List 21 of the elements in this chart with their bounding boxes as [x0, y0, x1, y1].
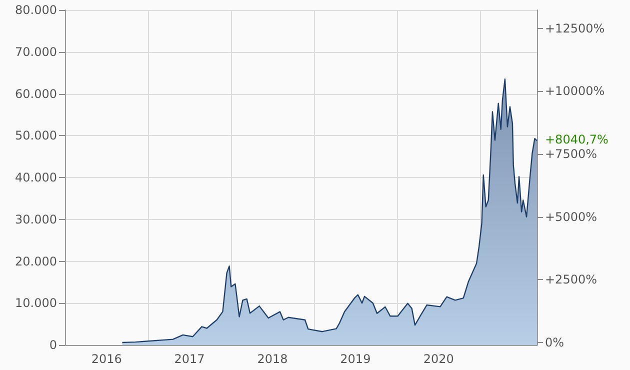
x-tick-label: 2018: [257, 352, 288, 366]
y2-tick-label: 0%: [545, 335, 564, 350]
y-tick-label: 40.000: [15, 170, 57, 184]
annotation: +8040,7%: [545, 132, 608, 147]
y-tick-label: 50.000: [15, 128, 57, 143]
y-tick-label: 20.000: [15, 254, 57, 268]
x-tick-label: 2017: [174, 352, 205, 366]
x-tick-label: 2020: [423, 352, 454, 366]
x-tick-label: 2019: [340, 352, 371, 366]
y-tick-label: 60.000: [15, 86, 57, 101]
y-tick-label: 70.000: [15, 44, 57, 59]
y2-tick-label: +12500%: [545, 21, 605, 36]
y2-tick-label: +5000%: [545, 210, 597, 224]
x-tick-label: 2016: [91, 352, 122, 366]
y2-tick-label: +7500%: [545, 147, 597, 162]
y-tick-label: 80.000: [15, 3, 57, 17]
y-tick-label: 0: [49, 338, 57, 352]
y-tick-label: 10.000: [15, 296, 57, 310]
y2-tick-label: +2500%: [545, 272, 597, 287]
y2-tick-label: +10000%: [545, 84, 605, 98]
y-tick-label: 30.000: [15, 212, 57, 226]
